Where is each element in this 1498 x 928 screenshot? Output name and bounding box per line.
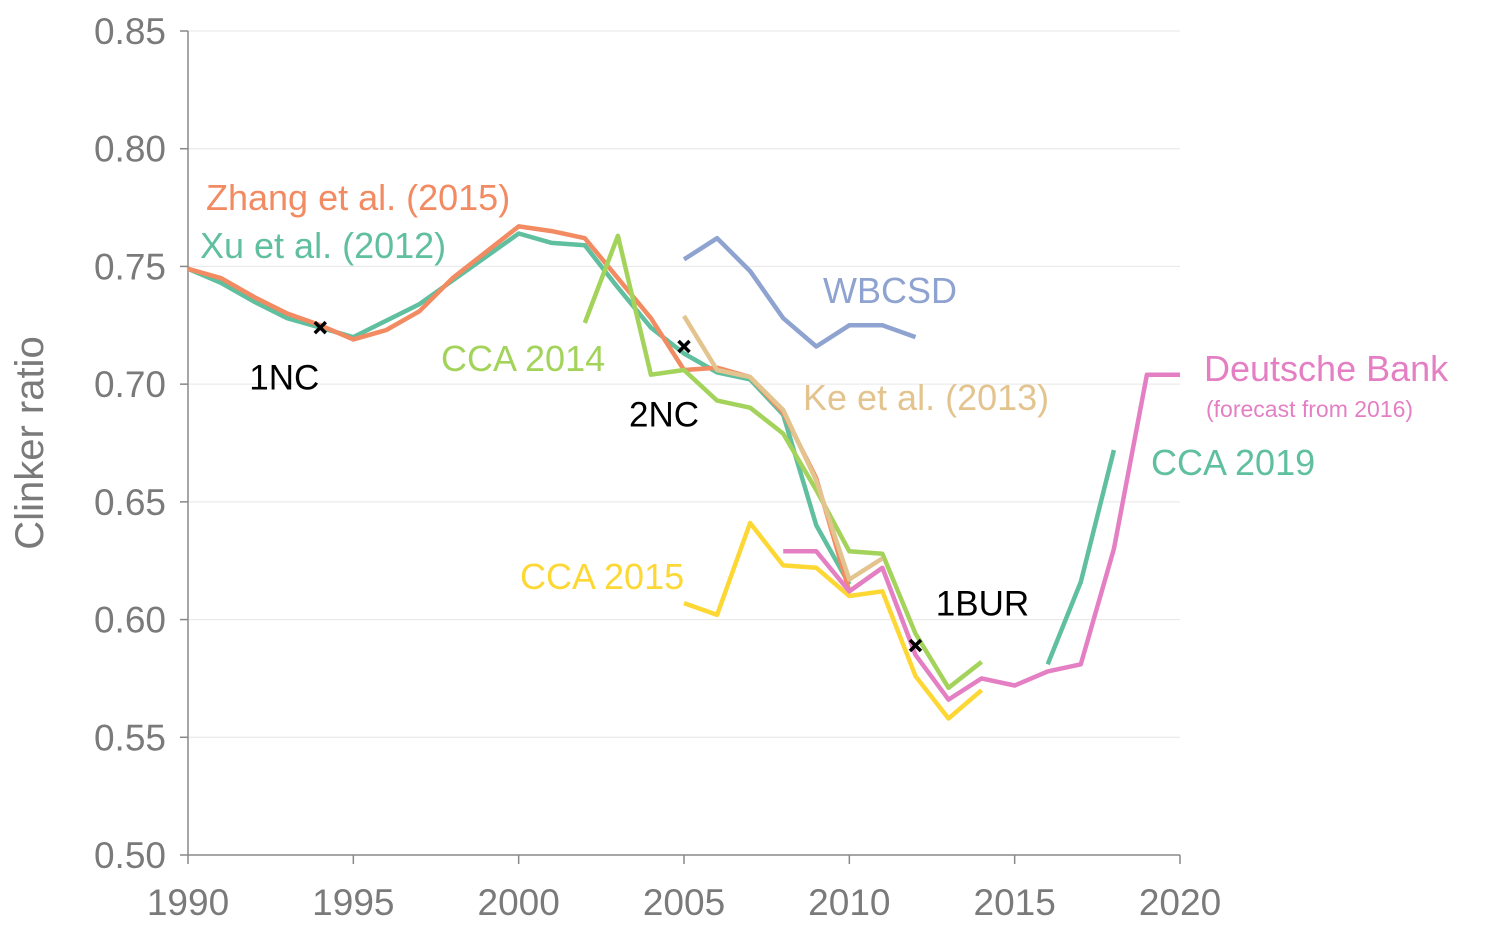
series-label-7: CCA 2019 <box>1151 442 1315 483</box>
grid-lines <box>188 30 1180 738</box>
marker-x-stroke <box>677 339 691 354</box>
y-tick-label: 0.65 <box>94 482 166 523</box>
x-tick-label: 2015 <box>974 882 1056 923</box>
marker-1bur <box>908 638 923 653</box>
series-sublabel-6: (forecast from 2016) <box>1206 396 1413 422</box>
x-tick-label: 1995 <box>312 882 394 923</box>
series-line-4 <box>682 235 917 349</box>
series-line-3 <box>682 314 884 582</box>
y-tick-label: 0.50 <box>94 835 166 876</box>
series-label-6: Deutsche Bank <box>1204 348 1449 389</box>
marker-2nc <box>677 339 691 354</box>
series-line-7 <box>1045 449 1117 666</box>
series-label-1: Zhang et al. (2015) <box>206 177 510 218</box>
series-line-2 <box>582 233 983 691</box>
marker-label-2nc: 2NC <box>629 395 699 434</box>
series-line-6 <box>783 372 1180 702</box>
y-axis-title: Clinker ratio <box>8 336 52 549</box>
y-tick-label: 0.75 <box>94 246 166 287</box>
x-tick-label: 1990 <box>147 882 229 923</box>
marker-label-1nc: 1NC <box>249 359 319 398</box>
marker-x-stroke <box>313 320 328 335</box>
y-tick-label: 0.70 <box>94 364 166 405</box>
y-tick-label: 0.60 <box>94 600 166 641</box>
series-line-1 <box>187 224 884 594</box>
x-tick-label: 2000 <box>478 882 560 923</box>
series-line-0 <box>187 231 852 586</box>
y-tick-label: 0.80 <box>94 129 166 170</box>
y-tick-label: 0.85 <box>94 11 166 52</box>
x-tick-label: 2020 <box>1139 882 1221 923</box>
x-tick-label: 2005 <box>643 882 725 923</box>
series-labels: Xu et al. (2012) Zhang et al. (2015) CCA 2… <box>200 177 1449 597</box>
series-label-0: Xu et al. (2012) <box>200 225 446 266</box>
series-label-2: CCA 2014 <box>441 338 605 379</box>
marker-1nc <box>313 320 328 335</box>
series-lines <box>187 224 1180 721</box>
marker-label-1bur: 1BUR <box>936 584 1029 623</box>
series-label-5: CCA 2015 <box>520 556 684 597</box>
x-tick-label: 2010 <box>808 882 890 923</box>
series-line-5 <box>683 520 984 721</box>
series-label-4: WBCSD <box>823 270 957 311</box>
marker-x-stroke <box>908 638 923 653</box>
markers: 1NC 2NC 1BUR <box>249 320 1029 653</box>
series-label-3: Ke et al. (2013) <box>803 377 1049 418</box>
axes: 0.50 0.55 0.60 0.65 0.70 0.75 0.80 0.85 1990 1995… <box>94 11 1221 923</box>
y-tick-label: 0.55 <box>94 717 166 758</box>
